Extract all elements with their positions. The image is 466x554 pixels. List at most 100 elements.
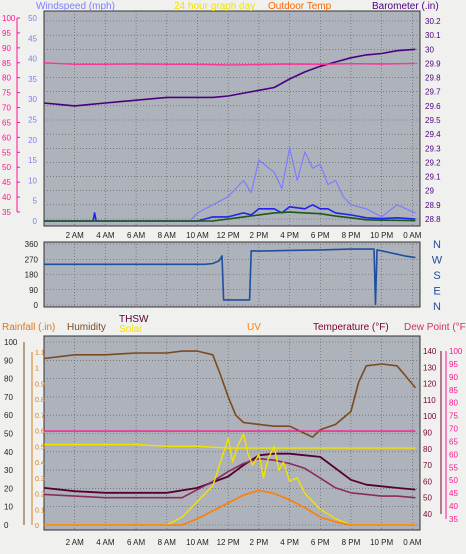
dew-tick-label: 55 (449, 463, 458, 472)
temp-tick-label: 55 (2, 148, 11, 157)
x-tick-label: 10 AM (186, 538, 209, 547)
legend-outdoor-temp: Outdoor Temp (268, 1, 332, 12)
wind-tick-label: 15 (28, 156, 37, 165)
temp-tick-label: 50 (2, 163, 11, 172)
x-tick-label: 2 AM (66, 231, 85, 240)
temp-tick-label: 40 (2, 193, 11, 202)
dir-tick-label: 270 (25, 255, 39, 264)
rain-in-tick-label: 0.1 (35, 507, 45, 514)
baro-tick-label: 28.9 (425, 201, 441, 210)
dew-tick-label: 75 (449, 412, 458, 421)
x-tick-label: 12 PM (217, 231, 240, 240)
windspeed-line (44, 147, 416, 222)
dew-tick-label: 70 (449, 425, 458, 434)
wind-baro-plot-area (43, 10, 421, 227)
wind-tick-label: 40 (28, 55, 37, 64)
dir-tick-label: 0 (34, 301, 39, 310)
rain-in-tick-label: 1.1 (35, 350, 45, 357)
rain-in-tick-label: 1 (35, 366, 39, 373)
temp-tick-label: 60 (423, 477, 432, 486)
dew-tick-label: 95 (449, 360, 458, 369)
x-tick-label: 6 PM (311, 231, 330, 240)
wind-baro-axes: 28.8 28.9 29 29.1 29.2 29.3 29.4 29.5 29.6 29.7 29… (2, 14, 441, 240)
barometer-line (43, 48, 416, 107)
percent-tick-label: 10 (4, 503, 13, 512)
rain-temp-axes: 0 10 20 30 40 50 60 70 80 90 100 0 0.1 0.2 0.3 0.4 0.5 0.… (4, 338, 463, 547)
percent-tick-label: 20 (4, 484, 13, 493)
percent-tick-label: 0 (4, 521, 9, 530)
compass-label: W (432, 255, 443, 267)
wind-tick-label: 35 (28, 75, 37, 84)
temp-tick-label: 75 (2, 89, 11, 98)
temp-tick-label: 85 (2, 59, 11, 68)
legend-temperature: Temperature (°F) (313, 322, 389, 333)
wind-tick-label: 0 (33, 217, 38, 226)
dir-tick-label: 90 (29, 286, 38, 295)
legend-dew-point: Dew Point (°F) (404, 322, 466, 333)
x-tick-label: 10 PM (370, 231, 393, 240)
baro-tick-label: 29.4 (425, 130, 441, 139)
x-tick-label: 8 AM (158, 538, 177, 547)
rain-in-tick-label: 0.8 (35, 397, 45, 404)
rain-in-tick-label: 0.3 (35, 476, 45, 483)
legend-windspeed: Windspeed (mph) (36, 1, 115, 12)
wind-tick-label: 45 (28, 34, 37, 43)
humidity-line (43, 350, 417, 439)
temp-tick-label: 60 (2, 133, 11, 142)
x-tick-label: 6 PM (311, 538, 330, 547)
temp-tick-label: 100 (2, 14, 16, 23)
baro-tick-label: 29.3 (425, 144, 441, 153)
temp-tick-label: 90 (423, 429, 432, 438)
dew-tick-label: 35 (449, 515, 458, 524)
dew-tick-label: 45 (449, 489, 458, 498)
outdoor-temp-line (43, 62, 416, 66)
compass-label: E (433, 286, 440, 298)
temp-tick-label: 40 (423, 510, 432, 519)
x-tick-label: 8 PM (342, 538, 361, 547)
temp-tick-label: 100 (423, 412, 437, 421)
baro-tick-label: 29.9 (425, 59, 441, 68)
baro-tick-label: 30.2 (425, 17, 441, 26)
legend-uv: UV (247, 322, 261, 333)
x-tick-label: 4 PM (280, 538, 299, 547)
x-tick-label: 8 AM (158, 231, 177, 240)
baro-tick-label: 28.8 (425, 215, 441, 224)
dew-tick-label: 50 (449, 476, 458, 485)
wind-tick-label: 50 (28, 14, 37, 23)
temp-tick-label: 70 (2, 104, 11, 113)
percent-tick-label: 80 (4, 375, 13, 384)
baro-tick-label: 30.1 (425, 31, 441, 40)
x-tick-label: 2 AM (66, 538, 85, 547)
temp-tick-label: 140 (423, 347, 437, 356)
legend-rainfall: Rainfall (.in) (2, 322, 55, 333)
compass-label: N (433, 301, 441, 313)
percent-tick-label: 60 (4, 411, 13, 420)
compass-label: N (433, 239, 441, 251)
wind-dir-grid (44, 243, 420, 306)
dew-tick-label: 100 (449, 347, 463, 356)
baro-tick-label: 29.5 (425, 116, 441, 125)
temp-tick-label: 95 (2, 29, 11, 38)
baro-tick-label: 29.2 (425, 158, 441, 167)
x-tick-label: 2 PM (250, 231, 269, 240)
x-tick-label: 10 PM (370, 538, 393, 547)
x-tick-label: 6 AM (127, 231, 146, 240)
wind-tick-label: 20 (28, 136, 37, 145)
baro-tick-label: 29.8 (425, 74, 441, 83)
percent-tick-label: 40 (4, 448, 13, 457)
percent-tick-label: 30 (4, 466, 13, 475)
legend-thsw: THSW (119, 314, 149, 325)
dew-tick-label: 80 (449, 399, 458, 408)
wind-tick-label: 25 (28, 116, 37, 125)
dir-tick-label: 180 (25, 271, 39, 280)
rain-in-tick-label: 0.4 (35, 460, 45, 467)
rain-in-tick-label: 0 (35, 523, 39, 530)
x-tick-label: 0 AM (403, 538, 422, 547)
temp-tick-label: 130 (423, 363, 437, 372)
uv-line (44, 489, 416, 526)
wind-baro-series (43, 48, 416, 222)
x-tick-label: 4 AM (96, 538, 115, 547)
dew-tick-label: 40 (449, 502, 458, 511)
